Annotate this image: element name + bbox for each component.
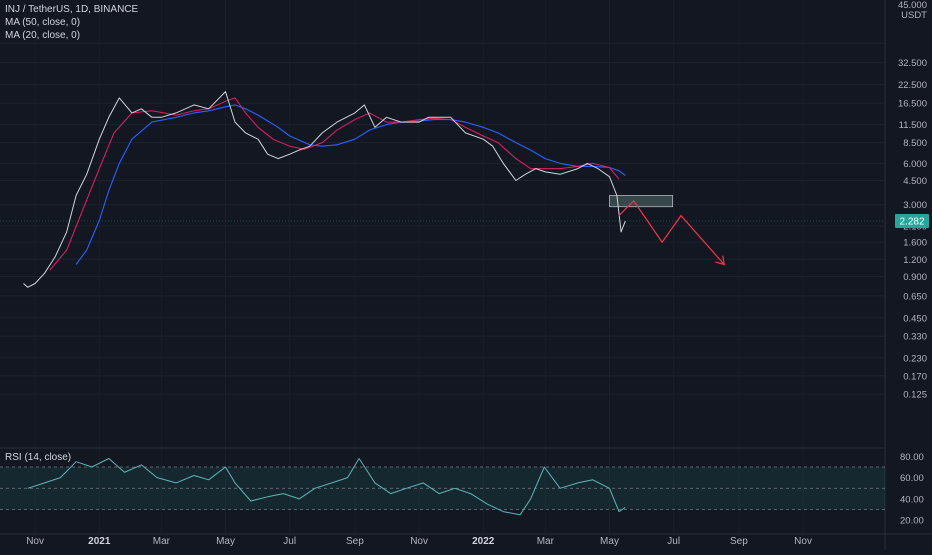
price-tick-label: 1.200 <box>903 255 927 266</box>
projection-layer <box>618 199 725 266</box>
currency-label: USDT <box>901 10 927 21</box>
price-tick-label: 0.230 <box>903 353 927 364</box>
resistance-zone <box>609 195 674 208</box>
ma20-line <box>49 97 620 271</box>
time-axis-label: May <box>216 536 235 547</box>
rsi-band-fill <box>0 467 885 510</box>
price-tick-label: 0.330 <box>903 332 927 343</box>
last-price-tag <box>895 214 929 228</box>
price-tick-label: 6.000 <box>903 159 927 170</box>
price-tick-label: 0.900 <box>903 272 927 283</box>
rsi-band <box>0 466 885 510</box>
chart-legend: INJ / TetherUS, 1D, BINANCE MA (50, clos… <box>5 3 138 42</box>
time-axis-label: May <box>600 536 619 547</box>
rsi-tick-label: 40.00 <box>900 494 924 505</box>
time-axis-label: Nov <box>794 536 812 547</box>
price-series-layer <box>23 91 626 516</box>
rsi-tick-label: 60.00 <box>900 473 924 484</box>
price-tick-label: 8.500 <box>903 138 927 149</box>
time-axis-label: Nov <box>410 536 428 547</box>
price-tick-label: 0.170 <box>903 371 927 382</box>
price-tick-label: 0.650 <box>903 291 927 302</box>
legend-ma50[interactable]: MA (50, close, 0) <box>5 17 81 28</box>
axis-labels: 45.000 32.500 22.500 16.500 11.500 8.500 6.000… <box>26 0 929 547</box>
price-tick-label: 45.000 <box>898 0 927 11</box>
last-price-text: 2.282 <box>899 217 924 228</box>
projection-path <box>618 199 725 265</box>
rsi-tick-label: 80.00 <box>900 452 924 463</box>
time-axis-label: Sep <box>346 536 364 547</box>
time-axis-label: 2021 <box>88 536 111 547</box>
price-tick-label: 4.500 <box>903 176 927 187</box>
time-axis-label: Mar <box>537 536 555 547</box>
rsi-title[interactable]: RSI (14, close) <box>5 452 72 463</box>
resistance-zone-box <box>609 195 674 208</box>
rsi-tick-label: 20.00 <box>900 516 924 527</box>
ma50-line <box>75 104 626 265</box>
rsi-legend: RSI (14, close) <box>5 451 71 464</box>
time-axis-label: 2022 <box>472 536 495 547</box>
price-tick-label: 11.500 <box>899 120 927 131</box>
price-tick-label: 3.000 <box>903 200 927 211</box>
price-tick-label: 16.500 <box>898 99 927 110</box>
price-tick-label: 22.500 <box>898 80 927 91</box>
time-axis-label: Jul <box>283 536 296 547</box>
time-axis-label: Nov <box>26 536 44 547</box>
price-tick-label: 0.450 <box>903 313 927 324</box>
time-axis-label: Sep <box>730 536 748 547</box>
projection-arrowhead <box>715 255 725 266</box>
price-line <box>23 91 626 288</box>
time-axis-label: Mar <box>153 536 171 547</box>
chart-title: INJ / TetherUS, 1D, BINANCE <box>5 4 139 15</box>
price-tick-label: 0.125 <box>903 390 927 401</box>
price-tick-label: 1.600 <box>903 238 927 249</box>
time-axis-label: Jul <box>667 536 680 547</box>
legend-ma20[interactable]: MA (20, close, 0) <box>5 30 81 41</box>
rsi-line <box>27 458 626 516</box>
price-tick-label: 32.500 <box>898 58 927 69</box>
